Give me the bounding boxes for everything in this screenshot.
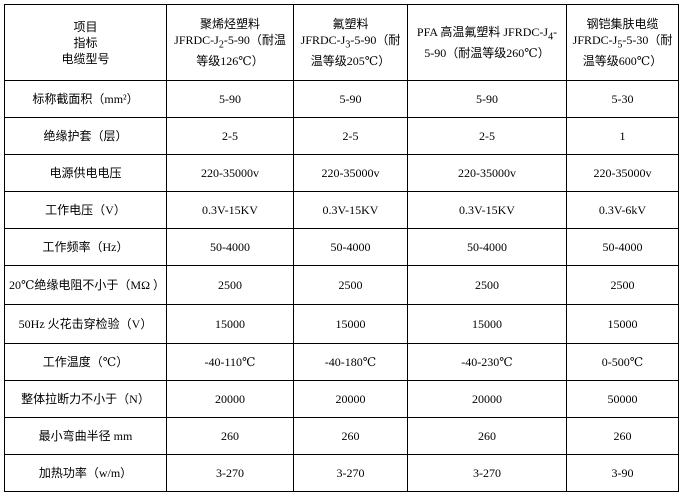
column-name: 钢铠集肤电缆: [586, 16, 659, 31]
table-cell: 2-5: [166, 117, 294, 155]
table-cell: 5-90: [407, 80, 567, 118]
table-cell: 20000: [407, 380, 567, 418]
table-cell: 2-5: [407, 117, 567, 155]
table-cell: 220-35000v: [407, 154, 567, 192]
table-cell: 2500: [566, 265, 679, 305]
corner-cable-type: 电缆型号: [61, 51, 110, 66]
corner-item: 项目: [73, 19, 98, 34]
column-header: PFA 高温氟塑料 JFRDC-J4-5-90（耐温等级260℃）: [407, 4, 567, 81]
table-cell: 260: [293, 417, 408, 455]
table-cell: 5-30: [566, 80, 679, 118]
table-cell: 5-90: [293, 80, 408, 118]
row-label: 最小弯曲半径 mm: [4, 417, 167, 455]
column-model: JFRDC-J: [300, 32, 346, 47]
table-row: 加热功率（w/m） 3-270 3-270 3-270 3-90: [4, 454, 679, 492]
table-cell: 260: [407, 417, 567, 455]
table-cell: 3-270: [407, 454, 567, 492]
column-model-rest: -5-90（耐温等级126℃）: [196, 32, 286, 69]
table-cell: 0.3V-6kV: [566, 191, 679, 229]
table-cell: 2500: [407, 265, 567, 305]
row-label: 工作频率（Hz）: [4, 228, 167, 266]
table-cell: 0.3V-15KV: [293, 191, 408, 229]
column-model: JFRDC-J: [572, 32, 618, 47]
column-header: 聚烯烃塑料 JFRDC-J2-5-90（耐温等级126℃）: [166, 4, 294, 81]
table-cell: 3-270: [166, 454, 294, 492]
table-row: 电源供电电压 220-35000v 220-35000v 220-35000v 220-…: [4, 154, 679, 192]
table-cell: 0-500℃: [566, 343, 679, 381]
table-cell: 220-35000v: [293, 154, 408, 192]
column-model: JFRDC-J: [174, 32, 219, 47]
table-cell: 50-4000: [293, 228, 408, 266]
column-model-sub: 2: [218, 39, 224, 51]
row-label: 整体拉断力不小于（N）: [4, 380, 167, 418]
table-row: 工作电压（V） 0.3V-15KV 0.3V-15KV 0.3V-15KV 0.3V-6…: [4, 191, 679, 229]
column-model-rest: -5-90（耐温等级260℃）: [424, 24, 558, 61]
column-name: PFA 高温氟塑料: [416, 24, 504, 39]
row-label: 加热功率（w/m）: [4, 454, 167, 492]
table-cell: 1: [566, 117, 679, 155]
table-cell: 20000: [166, 380, 294, 418]
table-row: 50Hz 火花击穿检验（V） 15000 15000 15000 15000: [4, 304, 679, 344]
row-label: 标称截面积（mm²）: [4, 80, 167, 118]
table-cell: 220-35000v: [566, 154, 679, 192]
table-row: 最小弯曲半径 mm 260 260 260 260: [4, 417, 679, 455]
header-row: 项目 指标 电缆型号 聚烯烃塑料 JFRDC-J2-5-90（耐温等级126℃） …: [4, 4, 679, 81]
column-model-rest: -5-90（耐温等级205℃）: [310, 32, 401, 69]
table-cell: 15000: [407, 304, 567, 344]
row-label: 50Hz 火花击穿检验（V）: [4, 304, 167, 344]
column-header: 钢铠集肤电缆 JFRDC-J5-5-30（耐温等级600℃）: [566, 4, 679, 81]
table-cell: 5-90: [166, 80, 294, 118]
table-cell: 3-270: [293, 454, 408, 492]
table-cell: -40-180℃: [293, 343, 408, 381]
table-cell: 50-4000: [566, 228, 679, 266]
column-model-sub: 4: [548, 31, 554, 43]
table-row: 20℃绝缘电阻不小于（MΩ ） 2500 2500 2500 2500: [4, 265, 679, 305]
table-cell: 0.3V-15KV: [166, 191, 294, 229]
table-cell: 50-4000: [166, 228, 294, 266]
column-header: 氟塑料 JFRDC-J3-5-90（耐温等级205℃）: [293, 4, 408, 81]
table-cell: 260: [566, 417, 679, 455]
table-cell: 15000: [293, 304, 408, 344]
table-cell: 2500: [166, 265, 294, 305]
table-row: 标称截面积（mm²） 5-90 5-90 5-90 5-30: [4, 80, 679, 118]
column-model-rest: -5-30（耐温等级600℃）: [582, 32, 673, 69]
row-label: 电源供电电压: [4, 154, 167, 192]
column-name: 聚烯烃塑料: [199, 16, 260, 31]
corner-indicator: 指标: [73, 35, 98, 50]
table-cell: 2500: [293, 265, 408, 305]
table-cell: 0.3V-15KV: [407, 191, 567, 229]
column-model: JFRDC-J: [503, 24, 549, 39]
row-label: 工作电压（V）: [4, 191, 167, 229]
table-cell: 15000: [166, 304, 294, 344]
row-label: 20℃绝缘电阻不小于（MΩ ）: [4, 265, 167, 305]
table-cell: 50000: [566, 380, 679, 418]
column-name: 氟塑料: [332, 16, 369, 31]
table-cell: -40-230℃: [407, 343, 567, 381]
row-label: 绝缘护套（层）: [4, 117, 167, 155]
table-cell: 2-5: [293, 117, 408, 155]
column-model-sub: 3: [345, 39, 351, 51]
corner-header: 项目 指标 电缆型号: [4, 4, 167, 81]
table-cell: 15000: [566, 304, 679, 344]
table-row: 工作温度（℃） -40-110℃ -40-180℃ -40-230℃ 0-500℃: [4, 343, 679, 381]
table-cell: 260: [166, 417, 294, 455]
row-label: 工作温度（℃）: [4, 343, 167, 381]
table-cell: -40-110℃: [166, 343, 294, 381]
cable-spec-table: 项目 指标 电缆型号 聚烯烃塑料 JFRDC-J2-5-90（耐温等级126℃） …: [4, 4, 679, 492]
table-cell: 20000: [293, 380, 408, 418]
table-row: 工作频率（Hz） 50-4000 50-4000 50-4000 50-4000: [4, 228, 679, 266]
table-row: 整体拉断力不小于（N） 20000 20000 20000 50000: [4, 380, 679, 418]
table-cell: 50-4000: [407, 228, 567, 266]
column-model-sub: 5: [617, 39, 623, 51]
table-cell: 3-90: [566, 454, 679, 492]
table-row: 绝缘护套（层） 2-5 2-5 2-5 1: [4, 117, 679, 155]
table-cell: 220-35000v: [166, 154, 294, 192]
